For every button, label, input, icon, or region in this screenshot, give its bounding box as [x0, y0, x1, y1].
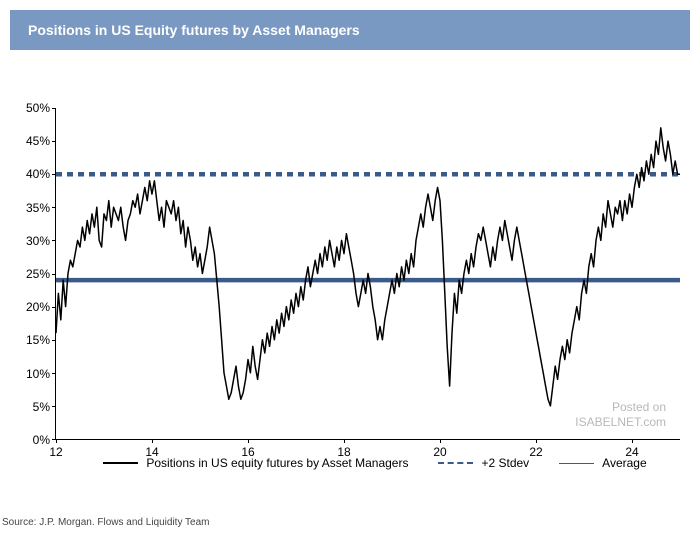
legend-swatch [438, 462, 473, 464]
legend-item: +2 Stdev [438, 456, 529, 470]
chart-area: 0% 5% 10% 15% 20% 25% 30% 35% 40% 45% 50% Posted o… [10, 70, 690, 490]
x-tick-mark [536, 439, 537, 443]
y-tick-mark [52, 274, 56, 275]
legend-swatch [559, 463, 594, 464]
y-tick-mark [52, 207, 56, 208]
plot-area: Posted on ISABELNET.com 12141618202224 [55, 108, 680, 440]
legend-label: Average [602, 456, 646, 470]
x-tick-mark [248, 439, 249, 443]
y-axis: 0%5%10%15%20%25%30%35%40%45%50% [10, 108, 55, 440]
y-tick-mark [52, 406, 56, 407]
legend-label: Positions in US equity futures by Asset … [146, 456, 408, 470]
y-tick-mark [52, 174, 56, 175]
source-text: Source: J.P. Morgan. Flows and Liquidity… [2, 517, 210, 528]
legend-swatch [103, 462, 138, 464]
chart-title-bar: Positions in US Equity futures by Asset … [10, 10, 690, 50]
y-tick-label: 50% [26, 101, 50, 115]
y-tick-label: 25% [26, 267, 50, 281]
y-tick-label: 40% [26, 167, 50, 181]
watermark-line2: ISABELNET.com [575, 415, 666, 431]
y-tick-label: 20% [26, 300, 50, 314]
watermark: Posted on ISABELNET.com [575, 400, 666, 431]
y-tick-label: 15% [26, 333, 50, 347]
x-tick-mark [440, 439, 441, 443]
legend-label: +2 Stdev [481, 456, 529, 470]
legend: Positions in US equity futures by Asset … [70, 456, 680, 470]
x-tick-mark [56, 439, 57, 443]
y-tick-mark [52, 240, 56, 241]
x-tick-mark [632, 439, 633, 443]
y-tick-mark [52, 141, 56, 142]
x-tick-mark [344, 439, 345, 443]
legend-item: Average [559, 456, 646, 470]
y-tick-mark [52, 373, 56, 374]
y-tick-label: 30% [26, 234, 50, 248]
series-line [56, 128, 680, 406]
watermark-line1: Posted on [575, 400, 666, 416]
chart-title: Positions in US Equity futures by Asset … [28, 22, 360, 38]
y-tick-label: 10% [26, 367, 50, 381]
y-tick-label: 0% [33, 433, 50, 447]
y-tick-mark [52, 307, 56, 308]
plot-svg [56, 108, 680, 439]
y-tick-label: 5% [33, 400, 50, 414]
y-tick-mark [52, 108, 56, 109]
x-tick-mark [152, 439, 153, 443]
legend-item: Positions in US equity futures by Asset … [103, 456, 408, 470]
y-tick-label: 35% [26, 201, 50, 215]
y-tick-mark [52, 340, 56, 341]
x-tick-label: 12 [49, 445, 62, 459]
y-tick-label: 45% [26, 134, 50, 148]
